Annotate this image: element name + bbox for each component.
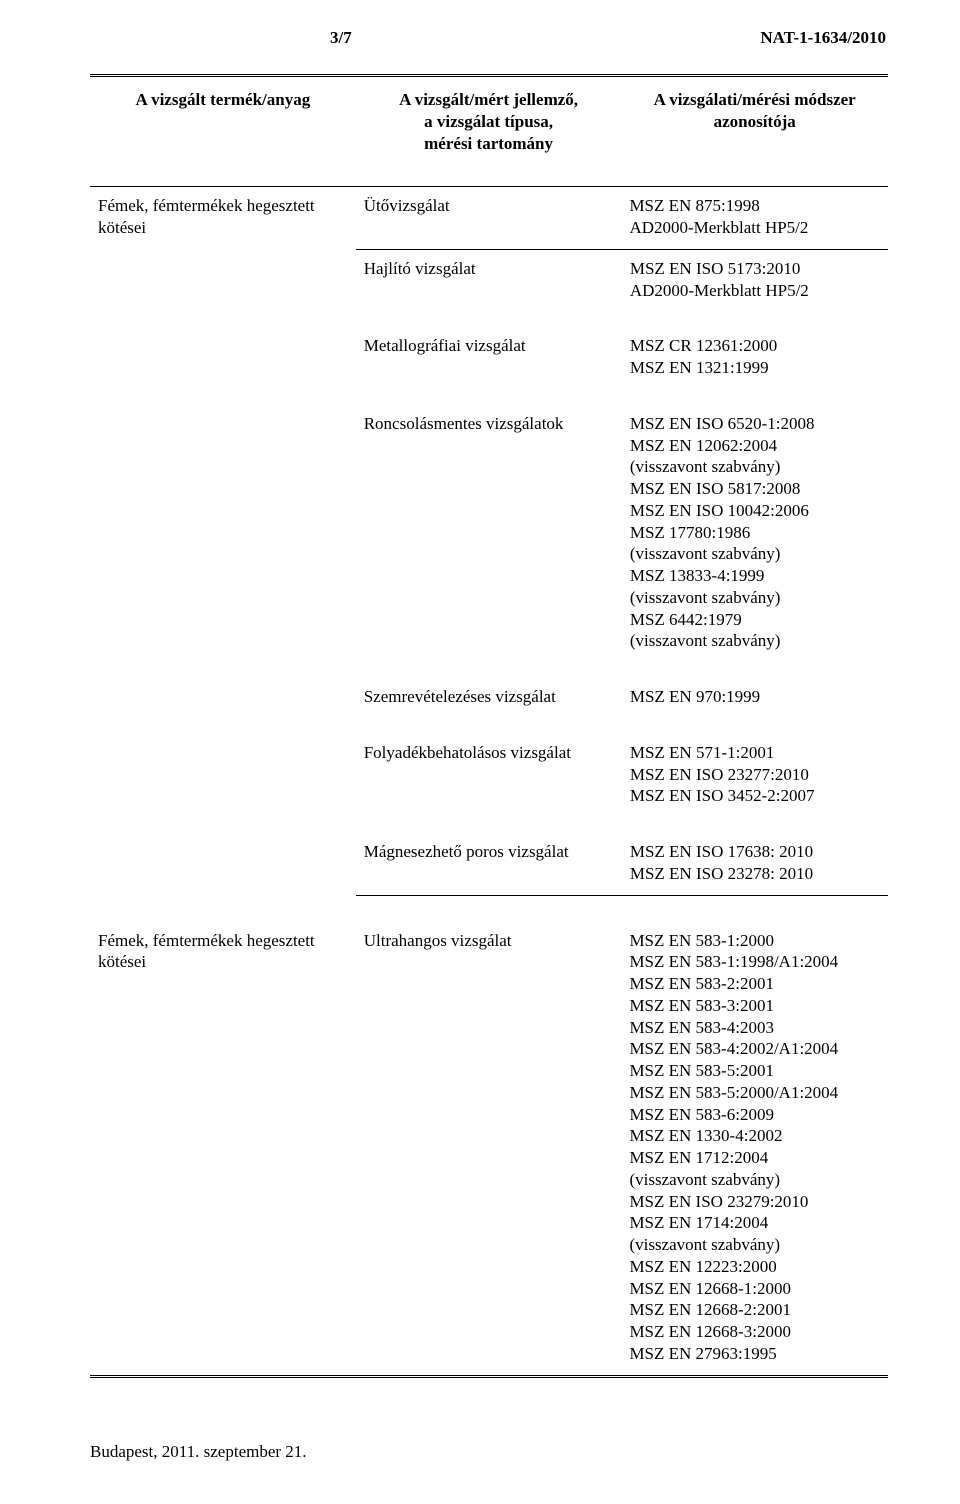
char-text: Folyadékbehatolásos vizsgálat (364, 742, 614, 764)
spacer (356, 662, 888, 678)
char-text: Ultrahangos vizsgálat (364, 930, 614, 952)
cell-standard: MSZ EN 970:1999 (622, 678, 888, 718)
std-text: MSZ EN ISO 5173:2010AD2000-Merkblatt HP5… (630, 258, 880, 302)
page-number: 3/7 (330, 28, 352, 48)
cell-standard: MSZ EN ISO 6520-1:2008MSZ EN 12062:2004(… (622, 405, 888, 662)
col-header-characteristic: A vizsgált/mért jellemző,a vizsgálat típ… (356, 77, 622, 186)
cell-characteristic: Ütővizsgálat (356, 187, 622, 249)
page: 3/7 NAT-1-1634/2010 A vizsgált termék/an… (0, 0, 960, 1504)
cell-characteristic: Szemrevételezéses vizsgálat (356, 678, 622, 718)
cell-characteristic: Metallográfiai vizsgálat (356, 327, 622, 389)
char-text: Mágnesezhető poros vizsgálat (364, 841, 614, 863)
cell-standard: MSZ EN ISO 17638: 2010MSZ EN ISO 23278: … (622, 833, 888, 895)
std-text: MSZ CR 12361:2000MSZ EN 1321:1999 (630, 335, 880, 379)
std-text: MSZ EN ISO 6520-1:2008MSZ EN 12062:2004(… (630, 413, 880, 652)
std-text: MSZ EN 970:1999 (630, 686, 880, 708)
col-header-std-text: A vizsgálati/mérési módszerazonosítója (629, 89, 880, 133)
table-row: Mágnesezhető poros vizsgálat MSZ EN ISO 1… (356, 833, 888, 895)
table-header-row: A vizsgált termék/anyag A vizsgált/mért … (90, 77, 888, 187)
std-text: MSZ EN ISO 17638: 2010MSZ EN ISO 23278: … (630, 841, 880, 885)
table-row: Roncsolásmentes vizsgálatok MSZ EN ISO 65… (356, 405, 888, 662)
table-row: Fémek, fémtermékek hegesztettkötései Ütő… (90, 187, 888, 249)
spacer (356, 817, 888, 833)
cell-product: Fémek, fémtermékek hegesztettkötései (90, 187, 356, 249)
spacer (356, 389, 888, 405)
col-header-product-text: A vizsgált termék/anyag (98, 89, 348, 111)
char-text: Ütővizsgálat (364, 195, 614, 217)
table-row: Fémek, fémtermékek hegesztettkötései Ult… (90, 922, 888, 1375)
table-row: Hajlító vizsgálat MSZ EN ISO 5173:2010AD2… (356, 250, 888, 312)
char-text: Roncsolásmentes vizsgálatok (364, 413, 614, 435)
table-row: Metallográfiai vizsgálat MSZ CR 12361:200… (356, 327, 888, 389)
product-text: Fémek, fémtermékek hegesztettkötései (98, 195, 348, 239)
col-header-char-text: A vizsgált/mért jellemző,a vizsgálat típ… (364, 89, 614, 154)
table-row: Folyadékbehatolásos vizsgálat MSZ EN 571-… (356, 734, 888, 817)
page-header: 3/7 NAT-1-1634/2010 (90, 28, 888, 48)
document-id: NAT-1-1634/2010 (760, 28, 886, 48)
spacer (356, 718, 888, 734)
cell-product: Fémek, fémtermékek hegesztettkötései (90, 922, 356, 1375)
cell-standard: MSZ EN 583-1:2000MSZ EN 583-1:1998/A1:20… (621, 922, 888, 1375)
cell-characteristic: Folyadékbehatolásos vizsgálat (356, 734, 622, 817)
cell-characteristic: Mágnesezhető poros vizsgálat (356, 833, 622, 895)
cell-standard: MSZ EN 875:1998AD2000-Merkblatt HP5/2 (621, 187, 888, 249)
char-text: Hajlító vizsgálat (364, 258, 614, 280)
indented-subtable: Hajlító vizsgálat MSZ EN ISO 5173:2010AD2… (356, 249, 888, 896)
col-header-product: A vizsgált termék/anyag (90, 77, 356, 186)
footer-text: Budapest, 2011. szeptember 21. (90, 1442, 307, 1462)
char-text: Metallográfiai vizsgálat (364, 335, 614, 357)
std-text: MSZ EN 583-1:2000MSZ EN 583-1:1998/A1:20… (629, 930, 880, 1365)
cell-standard: MSZ CR 12361:2000MSZ EN 1321:1999 (622, 327, 888, 389)
cell-characteristic: Roncsolásmentes vizsgálatok (356, 405, 622, 662)
cell-characteristic: Hajlító vizsgálat (356, 250, 622, 312)
main-table: A vizsgált termék/anyag A vizsgált/mért … (90, 74, 888, 1378)
cell-characteristic: Ultrahangos vizsgálat (356, 922, 622, 1375)
std-text: MSZ EN 571-1:2001MSZ EN ISO 23277:2010MS… (630, 742, 880, 807)
char-text: Szemrevételezéses vizsgálat (364, 686, 614, 708)
col-header-standard: A vizsgálati/mérési módszerazonosítója (621, 77, 888, 186)
spacer (90, 896, 888, 922)
cell-standard: MSZ EN ISO 5173:2010AD2000-Merkblatt HP5… (622, 250, 888, 312)
product-text: Fémek, fémtermékek hegesztettkötései (98, 930, 348, 974)
spacer (356, 311, 888, 327)
std-text: MSZ EN 875:1998AD2000-Merkblatt HP5/2 (629, 195, 880, 239)
table-row: Szemrevételezéses vizsgálat MSZ EN 970:19… (356, 678, 888, 718)
cell-standard: MSZ EN 571-1:2001MSZ EN ISO 23277:2010MS… (622, 734, 888, 817)
